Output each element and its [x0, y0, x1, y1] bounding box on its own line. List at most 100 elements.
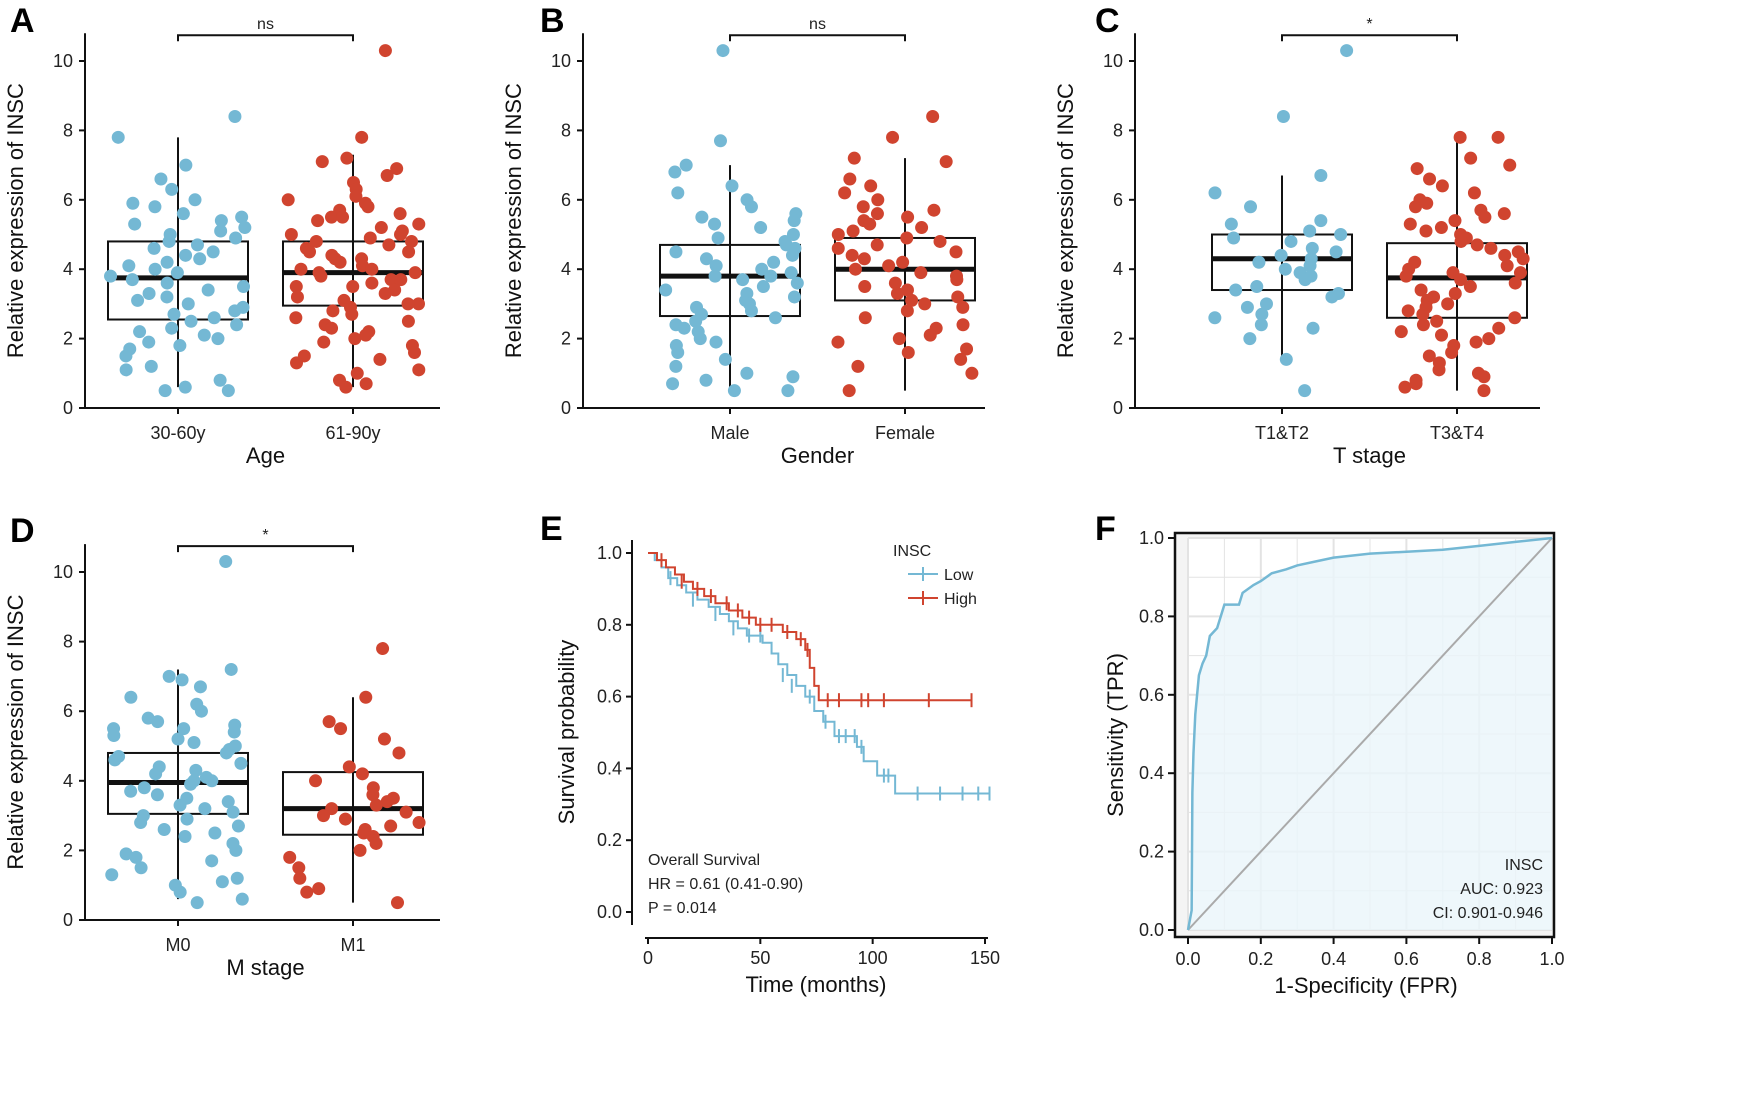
- data-point: [408, 345, 422, 359]
- data-point: [236, 280, 250, 294]
- data-point: [1254, 318, 1268, 332]
- data-point: [374, 221, 388, 235]
- y-tick-label: 2: [1113, 329, 1123, 349]
- data-point: [412, 363, 426, 377]
- data-point: [668, 165, 682, 179]
- panel-letter: E: [540, 510, 563, 548]
- data-point: [1399, 269, 1413, 283]
- data-point: [173, 798, 187, 812]
- data-point: [736, 273, 750, 287]
- data-point: [316, 809, 330, 823]
- data-point: [160, 276, 174, 290]
- data-point: [918, 297, 932, 311]
- y-tick-label: 10: [53, 51, 73, 71]
- data-point: [107, 729, 121, 743]
- data-point: [384, 819, 398, 833]
- data-point: [1430, 314, 1444, 328]
- data-point: [845, 248, 859, 262]
- data-point: [1423, 172, 1437, 186]
- data-point: [1470, 238, 1484, 252]
- data-point: [693, 332, 707, 346]
- x-axis-title: M stage: [226, 955, 304, 980]
- data-point: [1484, 241, 1498, 255]
- data-point: [290, 356, 304, 370]
- data-point: [238, 221, 252, 235]
- data-point: [221, 384, 235, 398]
- data-point: [230, 318, 244, 332]
- data-point: [767, 255, 781, 269]
- data-point: [1329, 245, 1343, 259]
- x-axis-title: Gender: [781, 443, 854, 468]
- data-point: [831, 241, 845, 255]
- data-point: [725, 179, 739, 193]
- data-point: [342, 760, 356, 774]
- data-point: [234, 756, 248, 770]
- data-point: [671, 345, 685, 359]
- data-point: [160, 255, 174, 269]
- data-point: [184, 314, 198, 328]
- data-point: [790, 276, 804, 290]
- data-point: [176, 207, 190, 221]
- data-point: [1441, 297, 1455, 311]
- data-point: [384, 273, 398, 287]
- data-point: [1303, 224, 1317, 238]
- data-point: [1513, 266, 1527, 280]
- data-point: [1298, 273, 1312, 287]
- data-point: [181, 297, 195, 311]
- data-point: [901, 210, 915, 224]
- data-point: [392, 746, 406, 760]
- data-point: [119, 363, 133, 377]
- data-point: [764, 269, 778, 283]
- x-axis-title: Age: [246, 443, 285, 468]
- data-point: [134, 861, 148, 875]
- data-point: [401, 297, 415, 311]
- data-point: [165, 321, 179, 335]
- data-point: [900, 283, 914, 297]
- data-point: [142, 335, 156, 349]
- data-point: [1463, 280, 1477, 294]
- data-point: [709, 335, 723, 349]
- y-axis-title: Relative expression of INSC: [3, 83, 28, 358]
- data-point: [1284, 234, 1298, 248]
- data-point: [355, 130, 369, 144]
- data-point: [1401, 304, 1415, 318]
- data-point: [847, 151, 861, 165]
- y-tick-label: 10: [53, 562, 73, 582]
- data-point: [317, 335, 331, 349]
- y-axis-title: Survival probability: [554, 640, 579, 825]
- data-point: [230, 871, 244, 885]
- data-point: [333, 255, 347, 269]
- data-point: [162, 234, 176, 248]
- data-point: [950, 273, 964, 287]
- data-point: [412, 217, 426, 231]
- data-point: [863, 217, 877, 231]
- data-point: [390, 162, 404, 176]
- y-tick-label: 2: [63, 840, 73, 860]
- data-point: [1414, 283, 1428, 297]
- x-axis-title: Time (months): [746, 972, 887, 997]
- data-point: [1303, 259, 1317, 273]
- data-point: [858, 311, 872, 325]
- legend-title: INSC: [893, 543, 931, 560]
- panel-letter: A: [10, 2, 35, 40]
- data-point: [162, 669, 176, 683]
- x-tick-label: 0: [643, 948, 653, 968]
- data-point: [281, 193, 295, 207]
- data-point: [369, 798, 383, 812]
- data-point: [190, 896, 204, 910]
- data-point: [896, 255, 910, 269]
- x-tick-label: 30-60y: [150, 423, 205, 443]
- y-tick-label: 2: [561, 329, 571, 349]
- data-point: [170, 266, 184, 280]
- data-point: [1445, 345, 1459, 359]
- data-point: [365, 276, 379, 290]
- data-point: [857, 252, 871, 266]
- data-point: [339, 380, 353, 394]
- data-point: [838, 186, 852, 200]
- data-point: [768, 311, 782, 325]
- data-point: [754, 221, 768, 235]
- data-point: [864, 179, 878, 193]
- data-point: [227, 725, 241, 739]
- data-point: [744, 200, 758, 214]
- data-point: [1314, 214, 1328, 228]
